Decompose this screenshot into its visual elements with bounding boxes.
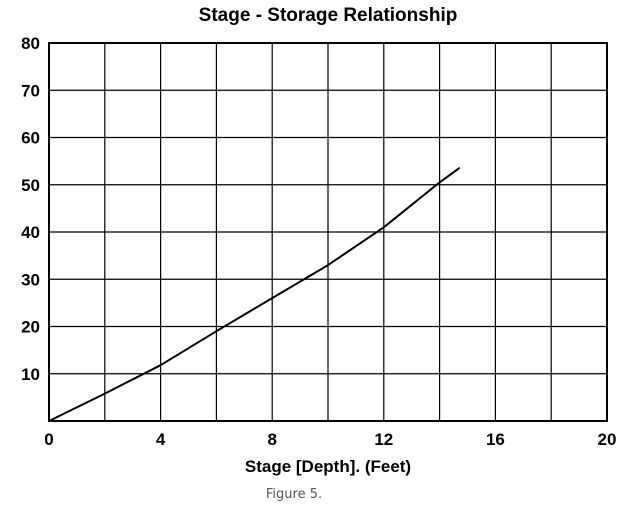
y-tick-labels: 10 20 30 40 50 60 70 80 [21, 34, 40, 384]
y-tick-label: 50 [21, 176, 40, 195]
y-tick-label: 30 [21, 270, 40, 289]
stage-storage-curve [48, 167, 461, 422]
y-tick-label: 70 [21, 81, 40, 100]
y-tick-label: 60 [21, 129, 40, 148]
x-tick-label: 16 [486, 430, 505, 449]
x-axis-label: Stage [Depth]. (Feet) [245, 457, 411, 476]
figure-caption: Figure 5. [266, 487, 322, 502]
y-tick-label: 20 [21, 318, 40, 337]
x-tick-labels: 0 4 8 12 16 20 [44, 430, 616, 449]
y-tick-label: 80 [21, 34, 40, 53]
chart-title: Stage - Storage Relationship [199, 5, 458, 26]
x-tick-label: 8 [267, 430, 276, 449]
x-tick-label: 4 [156, 430, 166, 449]
y-tick-label: 10 [21, 365, 40, 384]
x-tick-label: 20 [598, 430, 617, 449]
y-tick-label: 40 [21, 223, 40, 242]
x-tick-label: 12 [374, 430, 393, 449]
series-layer [48, 167, 461, 422]
grid-lines [48, 42, 608, 422]
plot-frame [48, 42, 608, 422]
x-tick-label: 0 [44, 430, 53, 449]
